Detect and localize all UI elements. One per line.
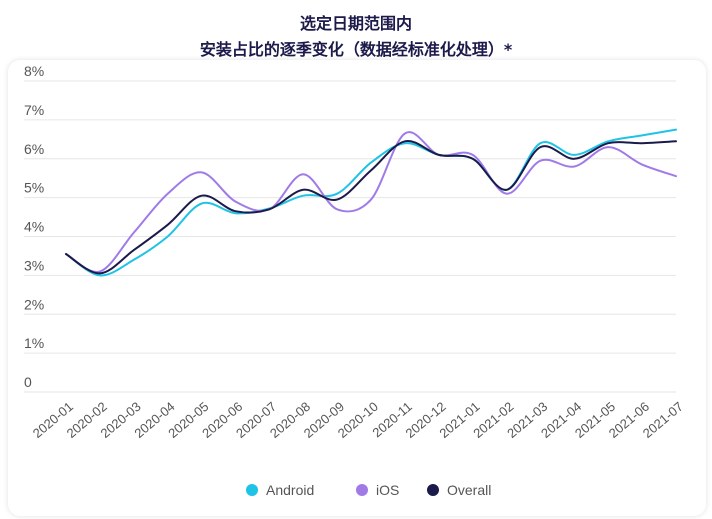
y-tick-label: 6% — [24, 141, 44, 157]
y-tick-label: 8% — [24, 63, 44, 79]
y-tick-label: 2% — [24, 296, 44, 312]
legend-marker — [427, 484, 439, 496]
series-lines — [65, 128, 677, 277]
legend-item-android[interactable]: Android — [246, 482, 314, 498]
legend-item-ios[interactable]: iOS — [356, 482, 399, 498]
y-tick-label: 5% — [24, 180, 44, 196]
chart-card — [8, 60, 706, 516]
legend-marker — [356, 484, 368, 496]
y-tick-label: 4% — [24, 219, 44, 235]
chart-title-line1: 选定日期范围内 — [299, 14, 412, 33]
y-axis-ticks: 0 1% 2% 3% 4% 5% 6% 7% 8% — [24, 63, 44, 390]
series-line-android — [65, 128, 677, 277]
y-tick-label: 1% — [24, 335, 44, 351]
series-line-overall — [65, 140, 677, 275]
y-tick-label: 3% — [24, 257, 44, 273]
legend-label: Overall — [447, 482, 491, 498]
grid-lines — [24, 80, 676, 393]
x-axis-ticks: 2020-012020-022020-032020-042020-052020-… — [30, 399, 686, 441]
legend: Android iOS Overall — [246, 482, 491, 498]
y-tick-label: 7% — [24, 102, 44, 118]
chart-title-line2: 安装占比的逐季变化（数据经标准化处理）* — [199, 40, 513, 59]
legend-item-overall[interactable]: Overall — [427, 482, 491, 498]
legend-label: Android — [266, 482, 314, 498]
legend-label: iOS — [376, 482, 399, 498]
y-tick-label: 0 — [24, 374, 32, 390]
legend-marker — [246, 484, 258, 496]
series-line-ios — [65, 131, 677, 273]
